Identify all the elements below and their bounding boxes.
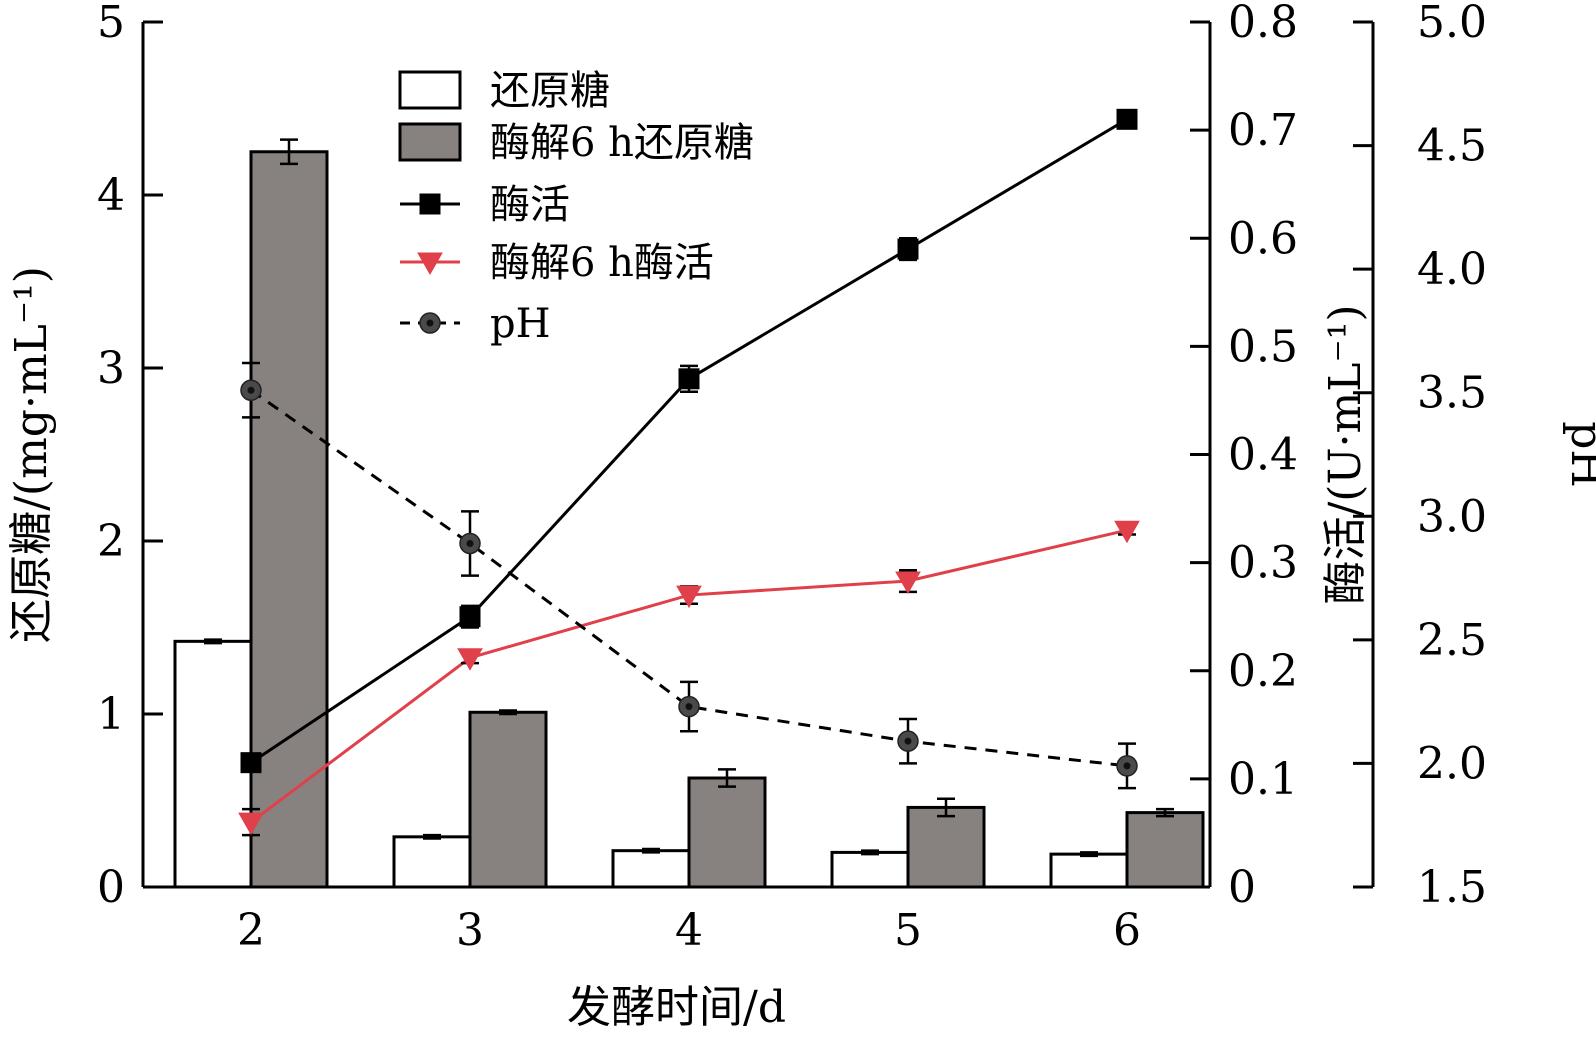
series-0-point-4 — [678, 368, 700, 390]
legend-marker-4-center — [426, 319, 434, 327]
ph-tick-label: 2.5 — [1417, 615, 1487, 666]
ph-tick-label: 3.5 — [1417, 368, 1487, 419]
bar-reducing-sugar-5 — [830, 850, 910, 889]
legend-label-4: pH — [490, 301, 551, 347]
x-tick-label: 4 — [675, 905, 703, 956]
series-0-point-6 — [1116, 108, 1138, 130]
right1-tick-label: 0.1 — [1228, 754, 1298, 805]
series-1-point-6 — [1114, 520, 1140, 544]
left-tick-label: 2 — [97, 516, 125, 567]
x-tick-label: 5 — [894, 905, 922, 956]
series-line-2 — [250, 389, 1128, 768]
series-2-point-6-center — [1123, 762, 1131, 770]
legend-label-1: 酶解6 h还原糖 — [490, 120, 754, 166]
series-2-point-3-center — [466, 539, 474, 547]
ph-axis-title: pH — [1561, 421, 1596, 488]
left-axis-title: 还原糖/(mg·mL⁻¹) — [6, 266, 57, 643]
right1-tick-label: 0.8 — [1228, 0, 1298, 48]
ph-tick-label: 3.0 — [1417, 491, 1487, 542]
series-1-point-5 — [895, 571, 921, 595]
plot-area — [173, 108, 1205, 889]
series-line-0 — [250, 118, 1128, 764]
ph-tick-label: 1.5 — [1417, 862, 1487, 913]
bar-reducing-sugar-6h-2 — [249, 150, 329, 889]
series-0-point-2 — [240, 752, 262, 774]
legend-marker-3 — [417, 252, 443, 276]
right1-tick-label: 0 — [1228, 862, 1256, 913]
series-2-point-5-center — [904, 737, 912, 745]
legend-label-2: 酶活 — [490, 182, 570, 228]
series-0-point-3 — [459, 606, 481, 628]
ph-tick-label: 5.0 — [1417, 0, 1487, 48]
x-tick-label: 2 — [237, 905, 265, 956]
right-axis-title: 酶活/(U·mL⁻¹) — [1320, 304, 1371, 604]
series-2-point-2-center — [247, 386, 255, 394]
right1-tick-label: 0.6 — [1228, 213, 1298, 264]
series-2-point-4-center — [685, 703, 693, 711]
bar-reducing-sugar-6 — [1049, 852, 1129, 889]
axes: 0 1 2 3 4 5 0 0.1 0.2 0.3 0.4 0.5 0.6 0.7 0.8 1.5 2.0 2.5… — [6, 0, 1596, 1033]
x-axis-title: 发酵时间/d — [567, 982, 786, 1033]
legend-label-3: 酶解6 h酶活 — [490, 240, 714, 286]
legend-swatch-1 — [398, 122, 462, 162]
bar-reducing-sugar-4 — [611, 849, 691, 889]
left-tick-label: 3 — [97, 343, 125, 394]
series-1-point-4 — [676, 585, 702, 609]
bar-reducing-sugar-3 — [392, 835, 472, 889]
left-tick-label: 0 — [97, 862, 125, 913]
right1-tick-label: 0.3 — [1228, 538, 1298, 589]
series-0-point-5 — [897, 238, 919, 260]
right1-tick-label: 0.2 — [1228, 646, 1298, 697]
series-1-point-3 — [457, 648, 483, 671]
x-tick-label: 6 — [1113, 905, 1141, 956]
bar-reducing-sugar-6h-6 — [1125, 811, 1205, 889]
left-tick-label: 4 — [97, 170, 125, 221]
ph-tick-label: 4.0 — [1417, 244, 1487, 295]
bar-reducing-sugar-6h-3 — [468, 710, 548, 889]
x-tick-label: 3 — [456, 905, 484, 956]
right1-tick-label: 0.7 — [1228, 105, 1298, 156]
legend-label-0: 还原糖 — [490, 68, 610, 114]
bar-reducing-sugar-6h-4 — [687, 776, 767, 889]
left-tick-label: 1 — [97, 689, 125, 740]
ph-tick-label: 4.5 — [1417, 121, 1487, 172]
right1-tick-label: 0.4 — [1228, 430, 1298, 481]
right1-tick-label: 0.5 — [1228, 321, 1298, 372]
bar-reducing-sugar-6h-5 — [906, 805, 986, 889]
legend-marker-2 — [419, 193, 441, 215]
series-1-point-2 — [238, 812, 264, 836]
left-tick-label: 5 — [97, 0, 125, 48]
legend-swatch-0 — [398, 70, 462, 110]
bar-reducing-sugar-2 — [173, 639, 253, 889]
ph-tick-label: 2.0 — [1417, 738, 1487, 789]
